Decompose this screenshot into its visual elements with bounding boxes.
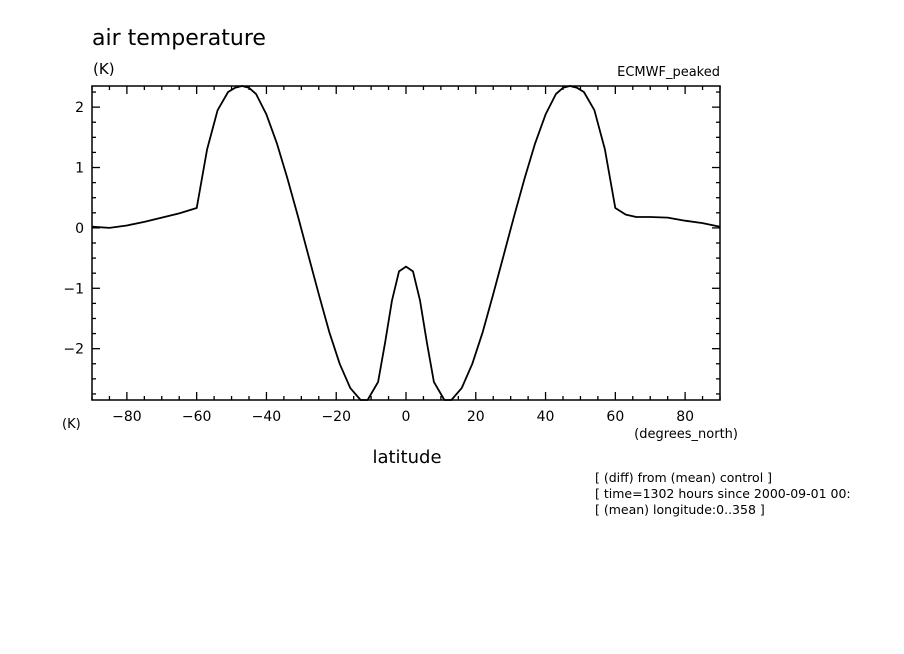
- chart-title: air temperature: [92, 26, 266, 51]
- y-tick-label: 2: [75, 100, 84, 116]
- x-tick-label: 80: [676, 409, 694, 425]
- x-axis-label: latitude: [372, 447, 441, 468]
- dataset-label: ECMWF_peaked: [617, 65, 720, 80]
- plot-frame: [91, 85, 721, 401]
- x-tick-label: 40: [537, 409, 555, 425]
- data-series: [91, 85, 721, 401]
- x-tick-label: 20: [467, 409, 485, 425]
- series-line: [91, 85, 721, 401]
- footnote-longitude: [ (mean) longitude:0..358 ]: [595, 502, 765, 517]
- x-tick-label: −80: [112, 409, 142, 425]
- x-axis-unit: (degrees_north): [634, 427, 738, 442]
- footnote-diff: [ (diff) from (mean) control ]: [595, 470, 772, 485]
- y-tick-label: 1: [75, 161, 84, 177]
- x-tick-label: 60: [606, 409, 624, 425]
- y-tick-labels: −2 −1 0 1 2: [63, 100, 84, 358]
- y-tick-label: 0: [75, 221, 84, 237]
- y-tick-label: −1: [63, 281, 84, 297]
- x-axis-corner-unit: (K): [62, 417, 81, 432]
- x-tick-label: −40: [252, 409, 282, 425]
- x-tick-label: −60: [182, 409, 212, 425]
- y-axis-unit-label: (K): [93, 60, 115, 78]
- x-tick-labels: −80 −60 −40 −20 0 20 40 60 80: [112, 409, 694, 425]
- x-tick-label: 0: [402, 409, 411, 425]
- x-tick-label: −20: [321, 409, 351, 425]
- footnote-time: [ time=1302 hours since 2000-09-01 00:: [595, 486, 851, 501]
- y-tick-label: −2: [63, 342, 84, 358]
